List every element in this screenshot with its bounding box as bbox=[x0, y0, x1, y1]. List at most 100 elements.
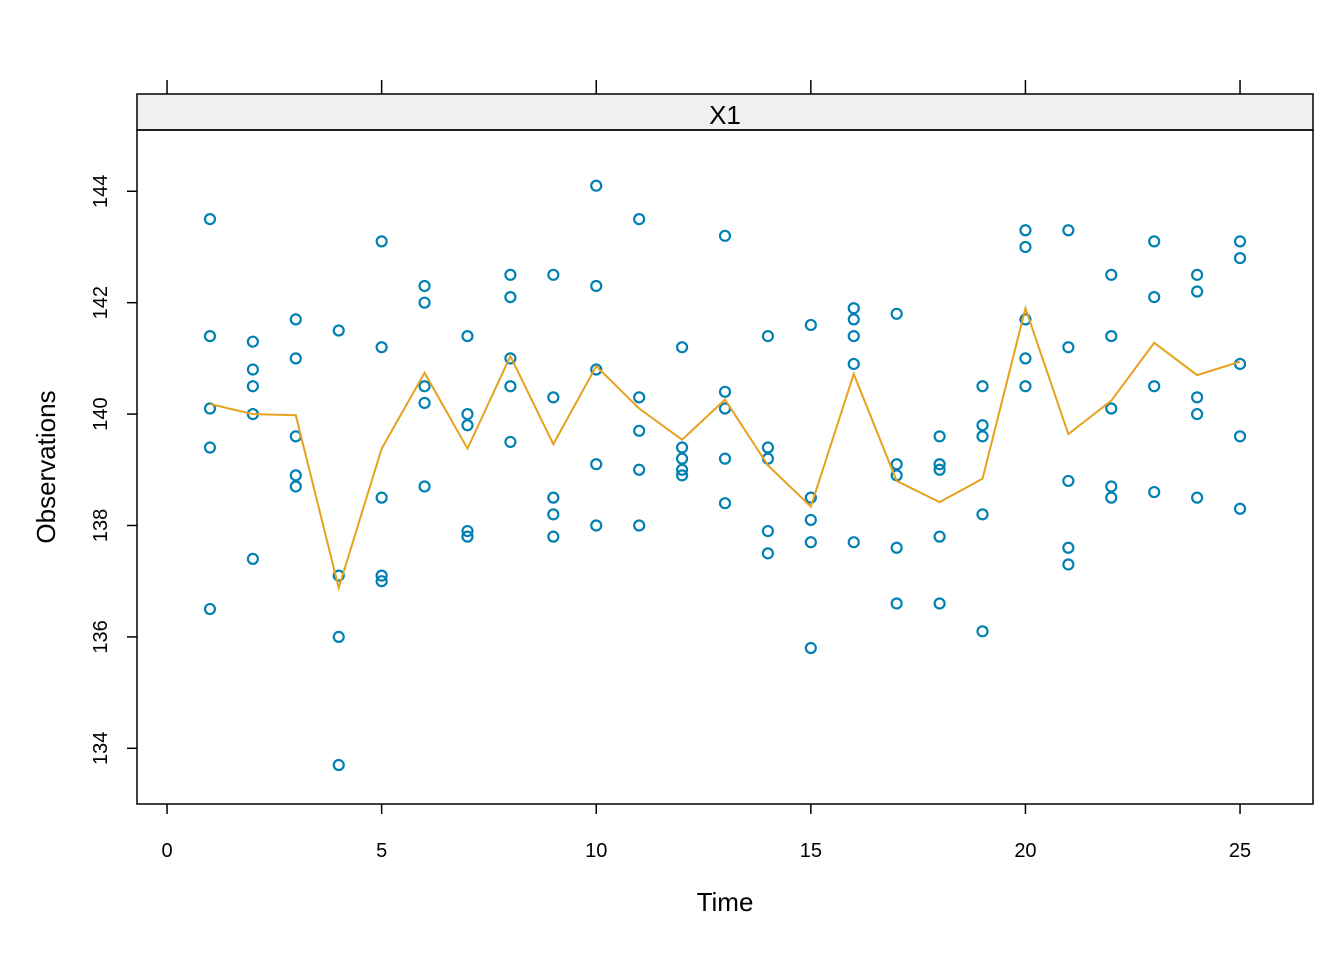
data-point bbox=[375, 575, 388, 588]
data-point bbox=[547, 530, 560, 543]
data-point bbox=[246, 380, 259, 393]
data-point bbox=[1191, 285, 1204, 298]
data-point bbox=[633, 391, 646, 404]
data-point bbox=[675, 463, 689, 476]
data-point bbox=[461, 407, 474, 421]
data-point bbox=[1148, 485, 1161, 499]
plot-area bbox=[136, 129, 1314, 805]
data-point bbox=[375, 569, 388, 582]
x-tick-label: 20 bbox=[1014, 840, 1036, 862]
data-point bbox=[547, 268, 560, 281]
data-point bbox=[1062, 558, 1075, 571]
top-axis-ticks bbox=[166, 80, 1241, 94]
data-point bbox=[1191, 391, 1204, 404]
data-point bbox=[1191, 407, 1204, 421]
data-point bbox=[1233, 252, 1247, 265]
x-tick-label: 10 bbox=[585, 840, 607, 862]
data-point bbox=[504, 435, 517, 449]
data-point bbox=[1105, 480, 1118, 493]
data-point bbox=[1233, 357, 1247, 371]
data-point bbox=[289, 352, 302, 365]
data-point bbox=[976, 380, 989, 393]
data-point bbox=[675, 341, 689, 354]
data-point bbox=[761, 441, 775, 454]
data-point bbox=[289, 313, 302, 326]
data-point bbox=[418, 380, 431, 393]
data-point bbox=[1105, 402, 1118, 415]
data-point bbox=[804, 641, 817, 655]
x-tick-label: 25 bbox=[1229, 840, 1251, 862]
data-point bbox=[1062, 474, 1075, 488]
data-point bbox=[203, 213, 217, 226]
x-axis-ticks: 0 5 10 15 20 25 bbox=[161, 804, 1251, 862]
data-point bbox=[590, 458, 603, 471]
data-point bbox=[418, 279, 431, 293]
panel-strip-label: X1 bbox=[709, 100, 741, 130]
data-point bbox=[804, 513, 817, 527]
data-point bbox=[633, 463, 646, 476]
data-point bbox=[890, 541, 903, 554]
data-point bbox=[718, 385, 732, 398]
data-point bbox=[804, 318, 817, 332]
x-tick-label: 15 bbox=[800, 840, 822, 862]
data-point bbox=[246, 552, 259, 566]
data-point bbox=[633, 424, 646, 437]
data-point bbox=[847, 357, 860, 371]
data-point bbox=[718, 497, 732, 510]
y-tick-label: 144 bbox=[90, 175, 112, 208]
data-point bbox=[1148, 380, 1161, 393]
y-tick-label: 134 bbox=[90, 732, 112, 765]
data-point bbox=[933, 597, 946, 610]
data-point bbox=[504, 380, 517, 393]
data-point bbox=[289, 480, 302, 493]
x-tick-label: 5 bbox=[376, 840, 387, 862]
data-point bbox=[461, 419, 474, 432]
data-point bbox=[675, 441, 689, 454]
y-tick-label: 142 bbox=[90, 286, 112, 319]
mean-line bbox=[209, 304, 1241, 592]
data-point bbox=[332, 630, 345, 643]
data-point bbox=[203, 602, 217, 616]
data-point bbox=[461, 524, 474, 538]
y-tick-label: 140 bbox=[90, 397, 112, 430]
data-point bbox=[1191, 491, 1204, 504]
data-point bbox=[332, 758, 345, 772]
data-point bbox=[590, 179, 603, 192]
data-point bbox=[332, 569, 345, 582]
data-point bbox=[504, 352, 517, 365]
data-point bbox=[1105, 268, 1118, 281]
data-point bbox=[547, 391, 560, 404]
data-point bbox=[246, 335, 259, 348]
data-point bbox=[1062, 541, 1075, 554]
data-point bbox=[332, 324, 345, 337]
data-point bbox=[1019, 224, 1032, 237]
data-point bbox=[203, 402, 217, 415]
data-point bbox=[590, 363, 603, 376]
data-point bbox=[1105, 329, 1118, 343]
data-point bbox=[976, 508, 989, 521]
data-point bbox=[1105, 491, 1118, 504]
data-point bbox=[761, 547, 775, 560]
y-axis-ticks: 134 136 138 140 142 144 bbox=[90, 175, 137, 765]
data-point bbox=[933, 458, 946, 471]
data-point bbox=[203, 329, 217, 343]
data-point bbox=[418, 396, 431, 410]
data-point bbox=[633, 519, 646, 532]
data-point bbox=[933, 530, 946, 543]
data-point bbox=[761, 329, 775, 343]
data-point bbox=[289, 469, 302, 482]
data-point bbox=[633, 213, 646, 226]
data-point bbox=[675, 452, 689, 465]
data-point bbox=[246, 363, 259, 376]
panel-strip bbox=[136, 93, 1314, 131]
data-point bbox=[590, 519, 603, 532]
data-point bbox=[1019, 380, 1032, 393]
data-point bbox=[675, 469, 689, 482]
data-point bbox=[547, 508, 560, 521]
data-point bbox=[1191, 268, 1204, 281]
data-point bbox=[375, 341, 388, 354]
data-point bbox=[547, 491, 560, 504]
data-point bbox=[1233, 430, 1247, 443]
data-point bbox=[976, 625, 989, 638]
